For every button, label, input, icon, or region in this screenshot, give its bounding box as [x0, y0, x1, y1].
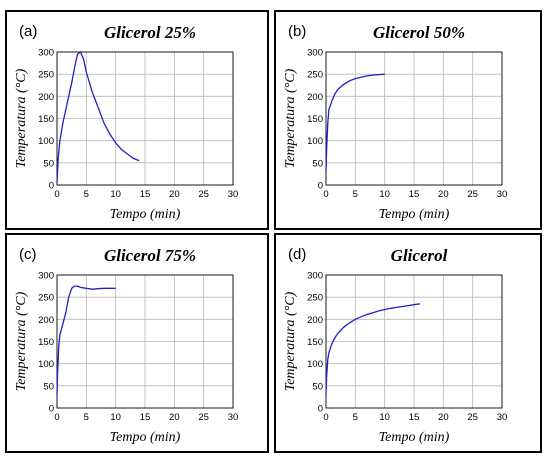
y-tick-label: 250: [307, 70, 323, 81]
y-tick-label: 150: [38, 337, 54, 348]
x-tick-label: 10: [110, 412, 121, 423]
y-axis-label: Temperatura (°C): [14, 68, 29, 168]
y-tick-label: 200: [38, 92, 54, 103]
y-tick-label: 300: [307, 48, 323, 59]
x-tick-label: 10: [110, 189, 121, 200]
chart-panel-d: (d) Glicerol 0 5 10 15 20 25 30 0 50 100 150 200 250 30…: [274, 233, 542, 453]
y-tick-label: 50: [312, 381, 323, 392]
plot-area: [325, 51, 503, 186]
series-line-1: [56, 285, 116, 395]
series-line-1: [56, 50, 140, 183]
y-tick-label: 300: [307, 271, 323, 282]
y-tick-label: 100: [307, 359, 323, 370]
chart-title: Glicerol 50%: [373, 23, 465, 42]
y-tick-label: 0: [318, 181, 323, 192]
y-axis-label: Temperatura (°C): [283, 68, 298, 168]
x-tick-label: 30: [497, 412, 508, 423]
x-tick-label: 30: [497, 189, 508, 200]
x-axis-label: Tempo (min): [379, 207, 450, 222]
y-tick-label: 300: [38, 271, 54, 282]
y-tick-label: 100: [307, 136, 323, 147]
x-tick-label: 25: [198, 189, 209, 200]
y-tick-label: 200: [307, 92, 323, 103]
panel-letter: (b): [288, 23, 306, 40]
x-tick-label: 5: [353, 189, 358, 200]
chart-panel-c: (c) Glicerol 75% 0 5 10 15 20 25 30 0 50 100 150 200 2…: [5, 233, 269, 453]
panel-letter: (c): [19, 246, 37, 263]
chart-svg-a: (a) Glicerol 25%0 5 10 15 20 25 300501001502002…: [14, 23, 239, 222]
x-tick-label: 0: [323, 189, 328, 200]
x-tick-label: 15: [409, 412, 420, 423]
y-tick-label: 200: [307, 315, 323, 326]
panel-letter: (a): [19, 23, 37, 40]
x-tick-label: 20: [438, 412, 449, 423]
y-axis-label: Temperatura (°C): [283, 291, 298, 391]
x-tick-label: 5: [84, 412, 89, 423]
y-tick-label: 100: [38, 136, 54, 147]
y-tick-label: 0: [318, 404, 323, 415]
x-tick-label: 30: [228, 412, 239, 423]
y-tick-label: 50: [43, 381, 54, 392]
x-tick-label: 20: [438, 189, 449, 200]
chart-title: Glicerol 75%: [104, 246, 196, 265]
x-tick-label: 0: [323, 412, 328, 423]
chart-title: Glicerol 25%: [104, 23, 196, 42]
x-tick-label: 0: [54, 412, 59, 423]
x-tick-label: 25: [467, 189, 478, 200]
x-tick-label: 10: [379, 412, 390, 423]
chart-panel-a: (a) Glicerol 25% 0 5 10 15 20 25 30 0 50 100 150 200 2…: [5, 10, 269, 230]
y-tick-label: 200: [38, 315, 54, 326]
y-tick-label: 0: [49, 404, 54, 415]
x-tick-label: 30: [228, 189, 239, 200]
y-tick-label: 50: [312, 158, 323, 169]
y-tick-label: 300: [38, 48, 54, 59]
plot-area: [325, 274, 503, 409]
y-tick-label: 0: [49, 181, 54, 192]
x-tick-label: 25: [198, 412, 209, 423]
x-axis-label: Tempo (min): [379, 430, 450, 445]
series-line-1: [325, 73, 385, 172]
chart-svg-b: (b) Glicerol 50%0 5 10 15 20 25 300501001502002…: [283, 23, 508, 222]
y-tick-label: 250: [307, 293, 323, 304]
plot-area: [56, 51, 234, 186]
x-axis-label: Tempo (min): [110, 430, 181, 445]
y-tick-label: 150: [38, 114, 54, 125]
chart-title: Glicerol: [391, 246, 448, 265]
chart-svg-c: (c) Glicerol 75%0 5 10 15 20 25 300501001502002…: [14, 246, 239, 445]
y-tick-label: 150: [307, 114, 323, 125]
series-line-1: [325, 303, 420, 395]
x-tick-label: 15: [140, 189, 151, 200]
x-tick-label: 20: [169, 412, 180, 423]
x-tick-label: 25: [467, 412, 478, 423]
y-tick-label: 150: [307, 337, 323, 348]
x-tick-label: 20: [169, 189, 180, 200]
y-tick-label: 250: [38, 70, 54, 81]
plot-area: [56, 274, 234, 409]
x-tick-label: 5: [84, 189, 89, 200]
x-tick-label: 10: [379, 189, 390, 200]
y-tick-label: 100: [38, 359, 54, 370]
x-tick-label: 15: [409, 189, 420, 200]
panel-letter: (d): [288, 246, 306, 263]
y-tick-label: 250: [38, 293, 54, 304]
x-tick-label: 0: [54, 189, 59, 200]
chart-panel-b: (b) Glicerol 50% 0 5 10 15 20 25 30 0 50 100 150 200 2…: [274, 10, 542, 230]
x-axis-label: Tempo (min): [110, 207, 181, 222]
y-axis-label: Temperatura (°C): [14, 291, 29, 391]
y-tick-label: 50: [43, 158, 54, 169]
x-tick-label: 15: [140, 412, 151, 423]
x-tick-label: 5: [353, 412, 358, 423]
